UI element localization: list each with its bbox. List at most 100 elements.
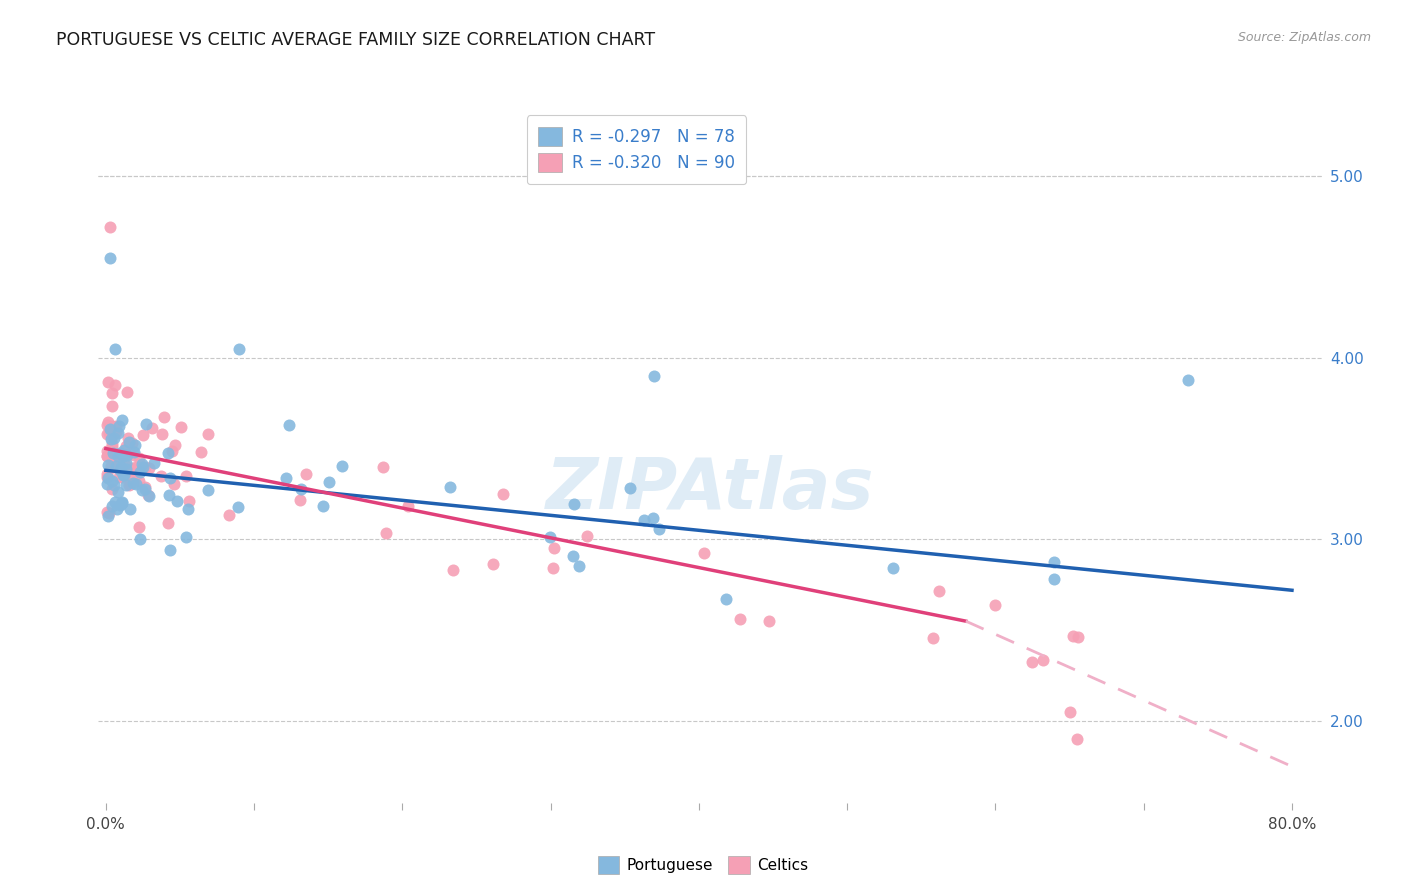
Point	[129, 465, 152, 479]
Point	[104, 342, 127, 356]
Point	[120, 464, 142, 478]
Point	[143, 456, 166, 470]
Point	[728, 611, 751, 625]
Point	[647, 522, 669, 536]
Point	[104, 425, 127, 439]
Point	[276, 471, 298, 485]
Point	[101, 419, 124, 434]
Point	[128, 532, 150, 546]
Point	[108, 463, 131, 477]
Point	[132, 428, 155, 442]
Point	[108, 498, 131, 512]
Point	[103, 431, 125, 445]
Point	[108, 469, 131, 483]
Text: ZIPAtlas: ZIPAtlas	[546, 455, 875, 524]
Point	[643, 368, 665, 383]
Point	[166, 494, 188, 508]
Point	[124, 448, 146, 462]
Point	[156, 516, 179, 530]
Point	[120, 501, 142, 516]
Point	[124, 438, 146, 452]
Point	[157, 488, 180, 502]
Point	[107, 449, 129, 463]
Point	[105, 456, 128, 470]
Point	[96, 443, 118, 458]
Point	[575, 529, 598, 543]
Point	[96, 449, 118, 463]
Point	[174, 531, 197, 545]
Point	[197, 427, 219, 442]
Point	[439, 480, 461, 494]
Point	[111, 496, 134, 510]
Point	[114, 467, 136, 481]
Point	[108, 457, 131, 471]
Point	[150, 468, 173, 483]
Point	[218, 508, 240, 522]
Point	[134, 482, 156, 496]
Point	[295, 467, 318, 482]
Point	[115, 385, 138, 400]
Point	[1042, 572, 1064, 586]
Point	[543, 541, 565, 555]
Point	[1067, 630, 1090, 644]
Point	[375, 525, 398, 540]
Point	[135, 417, 157, 431]
Point	[619, 481, 641, 495]
Point	[111, 495, 134, 509]
Point	[96, 477, 118, 491]
Point	[96, 467, 118, 481]
Point	[100, 433, 122, 447]
Point	[567, 559, 589, 574]
Point	[643, 510, 665, 524]
Point	[107, 425, 129, 440]
Point	[984, 599, 1007, 613]
Point	[111, 413, 134, 427]
Point	[134, 460, 156, 475]
Point	[101, 385, 124, 400]
Point	[312, 500, 335, 514]
Point	[174, 468, 197, 483]
Point	[110, 458, 132, 473]
Point	[121, 435, 143, 450]
Point	[290, 492, 312, 507]
Point	[278, 418, 301, 433]
Point	[97, 375, 120, 389]
Point	[882, 561, 904, 575]
Point	[118, 478, 141, 492]
Point	[107, 502, 129, 516]
Point	[110, 446, 132, 460]
Point	[115, 449, 138, 463]
Point	[150, 426, 173, 441]
Point	[118, 476, 141, 491]
Point	[115, 461, 138, 475]
Point	[179, 493, 201, 508]
Point	[110, 460, 132, 475]
Point	[101, 482, 124, 496]
Point	[152, 410, 174, 425]
Point	[163, 476, 186, 491]
Point	[165, 438, 187, 452]
Point	[330, 458, 353, 473]
Point	[96, 427, 118, 442]
Point	[921, 632, 943, 646]
Point	[197, 483, 219, 497]
Point	[98, 422, 121, 436]
Point	[97, 415, 120, 429]
Point	[103, 478, 125, 492]
Text: Source: ZipAtlas.com: Source: ZipAtlas.com	[1237, 31, 1371, 45]
Point	[128, 451, 150, 466]
Point	[98, 219, 121, 234]
Point	[290, 482, 312, 496]
Point	[138, 489, 160, 503]
Point	[226, 500, 249, 515]
Point	[562, 497, 585, 511]
Point	[98, 251, 121, 265]
Point	[1059, 705, 1081, 719]
Point	[121, 475, 143, 490]
Point	[111, 470, 134, 484]
Point	[1042, 555, 1064, 569]
Point	[318, 475, 340, 490]
Point	[101, 500, 124, 514]
Point	[541, 561, 564, 575]
Point	[1032, 653, 1054, 667]
